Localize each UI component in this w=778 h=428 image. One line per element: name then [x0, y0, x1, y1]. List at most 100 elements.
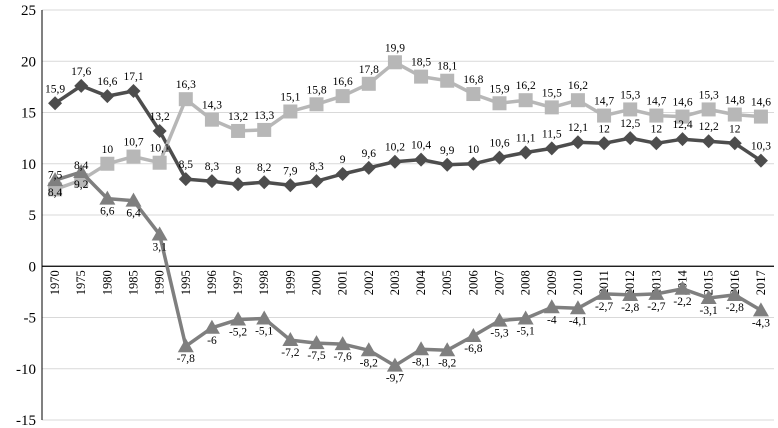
square-marker — [492, 96, 507, 111]
data-label: 10,2 — [385, 142, 405, 154]
data-label: -5,3 — [490, 328, 508, 340]
data-label: -7,5 — [307, 350, 325, 362]
square-marker — [387, 55, 402, 70]
data-label: 10 — [102, 144, 114, 156]
square-marker — [466, 87, 481, 102]
triangle-marker — [465, 327, 482, 342]
x-tick-label: 1996 — [205, 270, 219, 295]
data-label: 13,2 — [150, 111, 170, 123]
data-label: 10,6 — [489, 138, 509, 150]
triangle-marker — [360, 342, 377, 357]
triangle-marker — [726, 286, 743, 301]
data-label: 10,1 — [150, 143, 170, 155]
data-label: 16,6 — [97, 76, 117, 88]
data-label: 10,7 — [123, 137, 143, 149]
diamond-marker — [727, 136, 742, 151]
data-label: 17,8 — [359, 64, 379, 76]
x-tick-label: 2007 — [493, 270, 507, 295]
diamond-marker — [440, 157, 455, 172]
diamond-marker — [570, 135, 585, 150]
x-tick-label: 1995 — [179, 270, 193, 295]
x-tick-label: 2004 — [414, 270, 428, 296]
data-label: 18,1 — [437, 61, 457, 73]
x-tick-label: 2010 — [571, 270, 585, 295]
data-label: 6,6 — [100, 206, 115, 218]
data-label: 17,6 — [71, 66, 91, 78]
x-tick-label: 1999 — [283, 270, 297, 295]
series-diamond — [48, 78, 768, 193]
data-label: 13,2 — [228, 111, 248, 123]
series-line — [54, 60, 762, 192]
square-marker — [440, 73, 455, 88]
diamond-marker — [597, 136, 612, 151]
x-tick-label: 2011 — [597, 270, 611, 295]
data-label: 12 — [598, 123, 610, 135]
data-label: -4 — [547, 314, 557, 326]
data-label: 19,9 — [385, 42, 405, 54]
square-marker — [753, 109, 768, 124]
series-line — [54, 84, 762, 188]
square-marker — [178, 92, 193, 107]
x-tick-label: 2005 — [440, 270, 454, 295]
square-marker — [309, 97, 324, 112]
triangle-marker — [543, 299, 560, 314]
diamond-marker — [387, 154, 402, 169]
x-tick-label: 2009 — [545, 270, 559, 295]
diamond-marker — [74, 78, 89, 93]
data-label: 8 — [235, 164, 241, 176]
diamond-marker — [544, 141, 559, 156]
diamond-marker — [48, 96, 63, 111]
data-label: 8,2 — [257, 162, 272, 174]
series-line — [54, 170, 762, 368]
y-tick-label: -15 — [16, 413, 36, 428]
data-label: 10 — [468, 144, 480, 156]
square-marker — [100, 156, 115, 171]
data-label: -2,7 — [595, 301, 613, 313]
data-label: 12,2 — [699, 121, 719, 133]
data-label: -6 — [207, 335, 217, 347]
triangle-marker — [752, 302, 769, 317]
diamond-marker — [414, 152, 429, 167]
data-label: -8,2 — [360, 357, 378, 369]
diamond-marker — [257, 175, 272, 190]
triangle-marker — [491, 312, 508, 327]
triangle-marker — [73, 163, 90, 178]
diamond-marker — [152, 123, 167, 138]
data-label: -2,2 — [673, 296, 691, 308]
triangle-marker — [596, 285, 613, 300]
x-tick-label: 2003 — [388, 270, 402, 295]
x-tick-label: 1998 — [257, 270, 271, 295]
triangle-marker — [334, 336, 351, 351]
data-label: 9 — [340, 154, 346, 166]
triangle-marker — [203, 319, 220, 334]
triangle-marker — [177, 338, 194, 353]
diamond-marker — [178, 172, 193, 187]
square-marker — [649, 108, 664, 123]
square-marker — [727, 107, 742, 122]
data-label: 18,5 — [411, 57, 431, 69]
y-tick-label: 15 — [21, 106, 36, 122]
series-square — [48, 55, 768, 197]
data-label: -7,2 — [281, 347, 299, 359]
triangle-marker — [282, 332, 299, 347]
square-marker — [544, 100, 559, 115]
triangle-marker — [386, 357, 403, 372]
diamond-marker — [335, 167, 350, 181]
data-label: 16,3 — [176, 79, 196, 91]
data-label: 14,7 — [646, 96, 666, 108]
square-marker — [623, 102, 638, 117]
diamond-marker — [100, 89, 115, 104]
x-tick-label: 1970 — [48, 270, 62, 295]
data-label: -3,1 — [700, 305, 718, 317]
triangle-marker — [517, 310, 534, 325]
data-label: -6,8 — [464, 343, 482, 355]
x-tick-label: 2013 — [649, 270, 663, 295]
x-tick-label: 1975 — [74, 270, 88, 295]
triangle-marker — [151, 226, 168, 241]
data-label: 15,1 — [280, 91, 300, 103]
diamond-marker — [204, 174, 219, 189]
data-label: 6,4 — [126, 208, 141, 220]
diamond-marker — [283, 178, 298, 193]
triangle-marker — [230, 311, 247, 326]
diamond-marker — [492, 150, 507, 165]
